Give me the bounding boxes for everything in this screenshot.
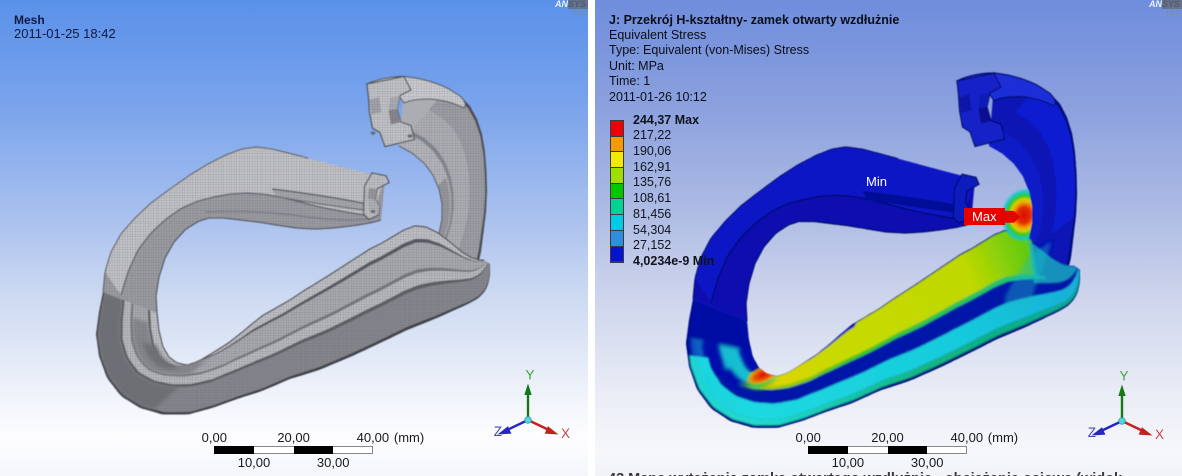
svg-text:Y: Y (525, 368, 534, 383)
svg-text:Z: Z (494, 424, 502, 439)
svg-text:Z: Z (1088, 425, 1096, 440)
svg-text:X: X (1155, 427, 1164, 442)
svg-text:X: X (561, 426, 570, 441)
svg-text:Y: Y (1119, 369, 1128, 384)
